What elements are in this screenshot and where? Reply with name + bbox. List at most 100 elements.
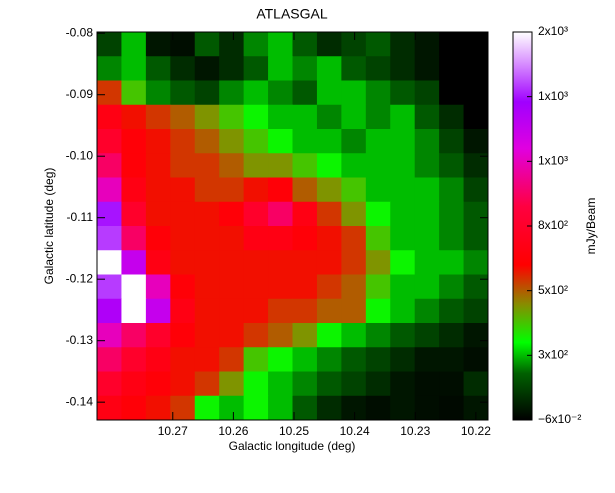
- heat-cell: [170, 129, 196, 154]
- heat-cell: [414, 298, 440, 324]
- heat-cell: [97, 129, 122, 154]
- heat-cell: [439, 177, 465, 203]
- heat-cell: [219, 153, 245, 178]
- heat-cell: [341, 177, 367, 203]
- heat-cell: [365, 177, 391, 203]
- heat-cell: [121, 226, 147, 251]
- heat-cell: [97, 177, 122, 203]
- colorbar-tick-label: −6x10⁻²: [538, 412, 581, 426]
- heat-cell: [390, 177, 416, 203]
- x-tick-label: 10.23: [400, 424, 430, 438]
- heat-cell: [439, 274, 465, 300]
- heat-cell: [390, 56, 416, 81]
- heat-cell: [268, 129, 293, 154]
- heat-cell: [145, 347, 171, 372]
- x-tick-label: 10.22: [461, 424, 491, 438]
- colorbar-tick-label: 1x10³: [538, 154, 568, 168]
- heat-cell: [463, 129, 489, 154]
- heat-cell: [243, 395, 269, 421]
- heat-cell: [365, 298, 391, 324]
- y-tick-label: -0.08: [66, 25, 94, 39]
- heat-cell: [316, 250, 342, 275]
- heat-cell: [365, 274, 391, 300]
- heat-cell: [268, 56, 293, 81]
- heat-cell: [439, 395, 465, 421]
- x-tick-label: 10.26: [218, 424, 248, 438]
- heat-cell: [145, 274, 171, 300]
- heat-cell: [194, 347, 220, 372]
- heat-cell: [341, 395, 367, 421]
- heat-cell: [341, 80, 367, 106]
- heat-cell: [97, 250, 122, 275]
- x-tick-label: 10.24: [340, 424, 370, 438]
- heat-cell: [316, 177, 342, 203]
- heat-cell: [292, 395, 318, 421]
- heat-cell: [170, 201, 196, 227]
- heat-cell: [145, 80, 171, 106]
- heat-cell: [390, 274, 416, 300]
- heat-cell: [170, 250, 196, 275]
- axes: [96, 31, 489, 421]
- heat-cell: [97, 395, 122, 421]
- heat-cell: [194, 371, 220, 397]
- heat-cell: [390, 347, 416, 372]
- heat-cell: [194, 129, 220, 154]
- heat-cell: [243, 177, 269, 203]
- colorbar-tick-label: 1x10³: [538, 89, 568, 103]
- heat-cell: [145, 56, 171, 81]
- heat-cell: [341, 347, 367, 372]
- heat-cell: [292, 129, 318, 154]
- heat-cell: [268, 323, 293, 348]
- heat-cell: [414, 80, 440, 106]
- heat-cell: [170, 104, 196, 130]
- heat-cell: [316, 371, 342, 397]
- heat-cell: [121, 347, 147, 372]
- heat-cell: [292, 32, 318, 57]
- heat-cell: [145, 177, 171, 203]
- heat-cell: [170, 80, 196, 106]
- x-tick-label: 10.27: [158, 424, 188, 438]
- heat-cell: [145, 201, 171, 227]
- heat-cell: [219, 80, 245, 106]
- heat-cell: [97, 32, 122, 57]
- heat-cell: [365, 250, 391, 275]
- heat-cell: [390, 201, 416, 227]
- heat-cell: [390, 250, 416, 275]
- heat-cell: [341, 371, 367, 397]
- heat-cell: [170, 347, 196, 372]
- heat-cell: [145, 32, 171, 57]
- heat-cell: [341, 298, 367, 324]
- heat-cell: [463, 201, 489, 227]
- heat-cell: [145, 129, 171, 154]
- y-tick-label: -0.11: [67, 210, 94, 224]
- heat-cell: [439, 371, 465, 397]
- heat-cell: [390, 32, 416, 57]
- heat-cell: [121, 395, 147, 421]
- heat-cell: [390, 226, 416, 251]
- heat-cell: [243, 104, 269, 130]
- heat-cell: [316, 129, 342, 154]
- heat-cell: [121, 201, 147, 227]
- heat-cell: [341, 104, 367, 130]
- heat-cell: [268, 371, 293, 397]
- heat-cell: [365, 226, 391, 251]
- heat-cell: [194, 104, 220, 130]
- heat-cell: [414, 177, 440, 203]
- heat-cell: [390, 104, 416, 130]
- heat-cell: [219, 274, 245, 300]
- heat-cell: [194, 80, 220, 106]
- heat-cell: [97, 323, 122, 348]
- heat-cell: [97, 226, 122, 251]
- heat-cell: [292, 201, 318, 227]
- heat-cell: [316, 32, 342, 57]
- heat-cell: [463, 56, 489, 81]
- heat-cell: [463, 323, 489, 348]
- heat-cell: [414, 56, 440, 81]
- heat-cell: [268, 32, 293, 57]
- heat-cell: [414, 129, 440, 154]
- heat-cell: [292, 177, 318, 203]
- heat-cell: [365, 371, 391, 397]
- heat-cell: [268, 250, 293, 275]
- heat-cell: [121, 371, 147, 397]
- heat-cell: [439, 226, 465, 251]
